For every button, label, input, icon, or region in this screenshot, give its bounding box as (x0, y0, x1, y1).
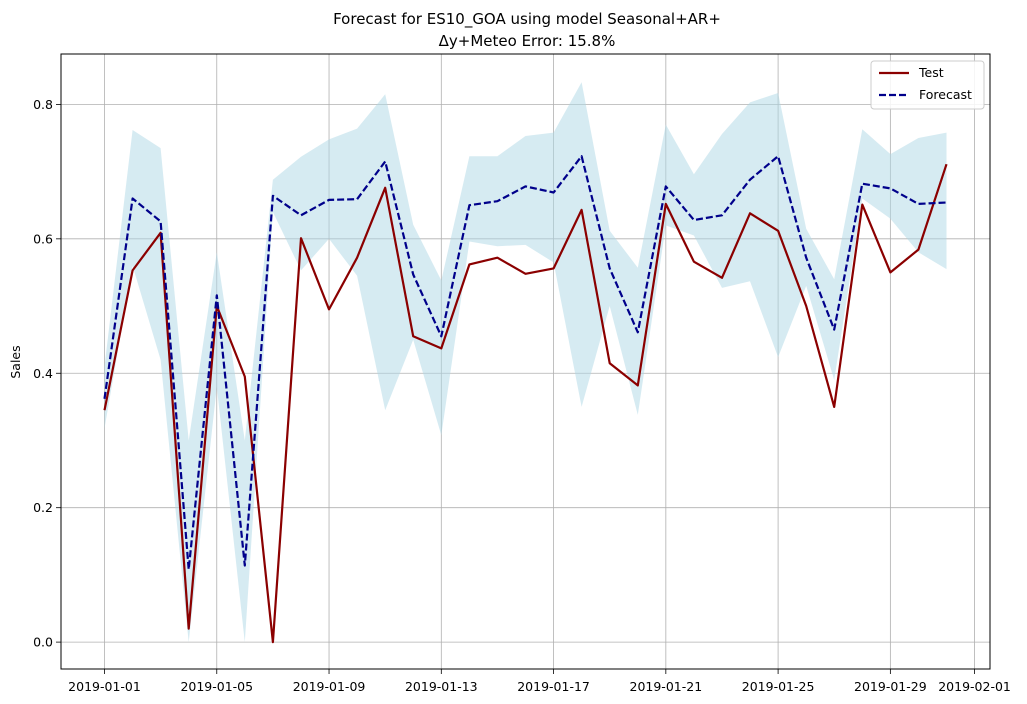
y-tick-label: 0.2 (33, 500, 53, 515)
y-tick-label: 0.4 (33, 366, 53, 381)
chart-title: Forecast for ES10_GOA using model Season… (333, 10, 721, 29)
x-tick-label: 2019-01-29 (854, 679, 927, 694)
plot-area-frame (60, 53, 991, 670)
legend: Test Forecast (870, 60, 985, 110)
legend-label-forecast: Forecast (919, 87, 972, 102)
series-lines (103, 155, 948, 644)
x-tick-label: 2019-01-13 (405, 679, 478, 694)
forecast-interval-band (104, 82, 947, 643)
x-tick-label: 2019-01-17 (517, 679, 590, 694)
x-tick-label: 2019-01-05 (180, 679, 253, 694)
y-tick-label: 0.0 (33, 635, 53, 650)
series-line-test (103, 163, 948, 644)
x-axis-ticks: 2019-01-01 2019-01-05 2019-01-09 2019-01-13… (68, 669, 1011, 694)
chart-subtitle: Δy+Meteo Error: 15.8% (439, 32, 616, 50)
x-tick-label: 2019-02-01 (938, 679, 1011, 694)
y-tick-label: 0.8 (33, 97, 53, 112)
legend-label-test: Test (918, 65, 944, 80)
y-tick-label: 0.6 (33, 231, 53, 246)
series-line-forecast (103, 155, 947, 571)
x-tick-label: 2019-01-25 (742, 679, 815, 694)
x-tick-label: 2019-01-21 (630, 679, 703, 694)
x-tick-label: 2019-01-09 (293, 679, 366, 694)
confidence-band (104, 82, 947, 643)
x-tick-label: 2019-01-01 (68, 679, 141, 694)
y-axis-ticks: 0.0 0.2 0.4 0.6 0.8 (33, 97, 61, 650)
y-axis-label: Sales (8, 345, 23, 378)
